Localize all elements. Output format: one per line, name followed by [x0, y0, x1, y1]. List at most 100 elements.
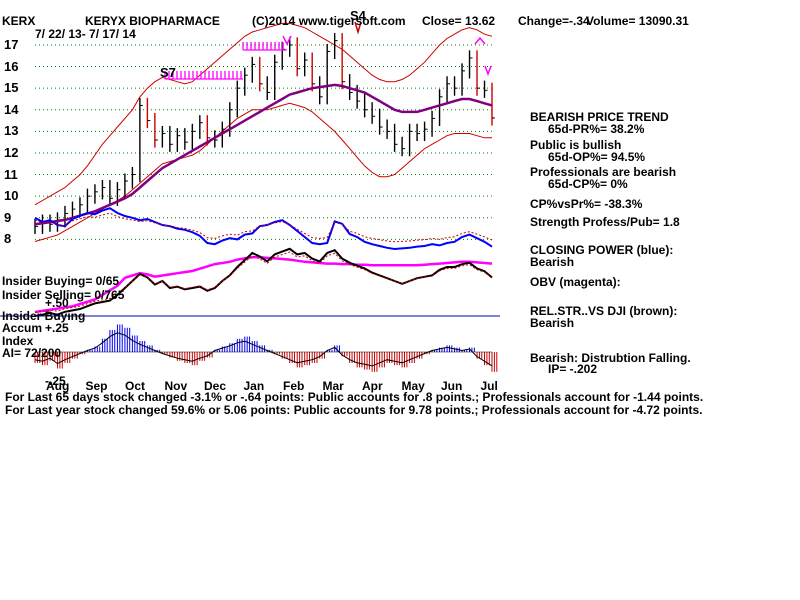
y-tick-13: 13 — [4, 123, 19, 139]
price-bar — [408, 123, 413, 157]
signal-arrow-jul-down — [484, 65, 492, 77]
footer-last-year: For Last year stock changed 59.6% or 5.0… — [5, 403, 703, 417]
price-bar — [386, 119, 391, 139]
ai-label: AI= 72/200 — [2, 346, 62, 360]
public-bullish: Public is bullish — [530, 138, 622, 152]
price-bar — [438, 89, 443, 126]
price-bar — [363, 93, 368, 118]
price-bar — [199, 115, 203, 139]
price-bar — [79, 197, 83, 217]
signal-arrows-jan — [242, 42, 287, 51]
band-upper — [34, 22, 493, 206]
label-plus25: +.25 — [45, 321, 69, 335]
strength-value: Strength Profess/Pub= 1.8 — [530, 215, 680, 229]
price-bar — [236, 80, 241, 118]
rel-str-line — [34, 247, 493, 317]
x-tick-feb: Feb — [283, 379, 305, 393]
copyright: (C)2014 www.tigersoft.com — [252, 14, 406, 28]
insider-buying: Insider Buying= 0/65 — [2, 274, 120, 288]
change-value: Change=-.34 — [518, 14, 590, 28]
accum-label: Accum — [2, 321, 43, 335]
closing-power-label: CLOSING POWER (blue): — [530, 243, 674, 257]
signal-s7: S7 — [160, 65, 176, 80]
index-label: Index — [2, 334, 34, 348]
price-bar — [244, 67, 248, 96]
price-bar — [304, 52, 308, 77]
signal-arrow-down — [282, 35, 292, 46]
price-bar — [169, 125, 173, 152]
bearish-trend: BEARISH PRICE TREND — [530, 110, 669, 124]
prof-bearish: Professionals are bearish — [530, 165, 677, 179]
x-tick-aug: Aug — [46, 379, 70, 393]
price-bar — [146, 97, 151, 129]
price-bar — [139, 97, 143, 183]
accum-index-panel — [34, 324, 498, 372]
distribution-label: Bearish: Distrubtion Falling. — [530, 351, 691, 365]
ip-value: IP= -.202 — [548, 362, 598, 376]
close-value: Close= 13.62 — [422, 14, 496, 28]
price-bar — [289, 37, 293, 57]
y-tick-8: 8 — [4, 231, 12, 247]
signal-s4: S4 — [350, 8, 366, 23]
x-tick-nov: Nov — [164, 379, 188, 393]
price-bar — [274, 54, 278, 101]
price-bar — [483, 80, 488, 98]
x-tick-oct: Oct — [125, 379, 146, 393]
price-bar — [446, 76, 451, 105]
label-plus50: +.50 — [45, 296, 69, 310]
relstr-label: REL.STR..VS DJI (brown): — [530, 304, 678, 318]
y-tick-12: 12 — [4, 144, 19, 160]
price-bar — [259, 56, 263, 92]
x-tick-sep: Sep — [85, 379, 108, 393]
insider-buying-2: Insider Buying — [2, 309, 86, 323]
price-bar — [64, 205, 68, 228]
price-bar — [124, 173, 128, 198]
band-lower — [34, 102, 492, 242]
cpvspr-value: CP%vsPr%= -38.3% — [530, 197, 643, 211]
price-bar — [154, 113, 158, 148]
price-bar — [94, 184, 98, 204]
price-bar — [333, 33, 338, 59]
signal-arrow-jul — [474, 36, 486, 45]
x-tick-jan: Jan — [243, 379, 265, 393]
obv-label: OBV (magenta): — [530, 275, 621, 289]
volume-value: Volume= 13090.31 — [586, 14, 689, 28]
price-bar — [491, 82, 495, 126]
footer-65-days: For Last 65 days stock changed -3.1% or … — [5, 390, 704, 404]
price-bar — [266, 76, 271, 101]
price-bar — [191, 123, 196, 150]
x-tick-dec: Dec — [204, 379, 227, 393]
y-tick-17: 17 — [4, 36, 19, 52]
accum-ma — [34, 332, 493, 367]
y-tick-14: 14 — [4, 101, 19, 117]
price-bar — [206, 115, 211, 146]
price-bar — [416, 123, 421, 142]
y-tick-15: 15 — [4, 80, 19, 96]
price-bar — [423, 121, 428, 142]
price-bar — [161, 125, 166, 148]
price-bar — [311, 52, 316, 92]
price-bar — [131, 167, 136, 189]
price-bar — [341, 33, 346, 90]
price-bar — [86, 188, 91, 213]
y-tick-11: 11 — [4, 166, 18, 182]
relstr-value: Bearish — [530, 316, 575, 330]
signal-s4-arrow — [354, 21, 362, 35]
x-tick-jun: Jun — [441, 379, 463, 393]
price-bar — [109, 179, 113, 206]
price-bar — [468, 50, 473, 79]
insider-selling: Insider Selling= 0/765 — [2, 288, 125, 302]
x-tick-jul: Jul — [480, 379, 498, 393]
price-bar — [476, 50, 481, 96]
grid-lines — [35, 44, 492, 240]
y-tick-10: 10 — [4, 188, 19, 204]
price-bar — [101, 179, 106, 200]
price-bar — [378, 108, 383, 135]
pr-value: 65d-PR%= 38.2% — [548, 122, 645, 136]
y-tick-16: 16 — [4, 58, 19, 74]
cp-value: 65d-CP%= 0% — [548, 177, 628, 191]
price-bar — [34, 218, 38, 234]
op-value: 65d-OP%= 94.5% — [548, 150, 646, 164]
x-tick-may: May — [401, 379, 425, 393]
